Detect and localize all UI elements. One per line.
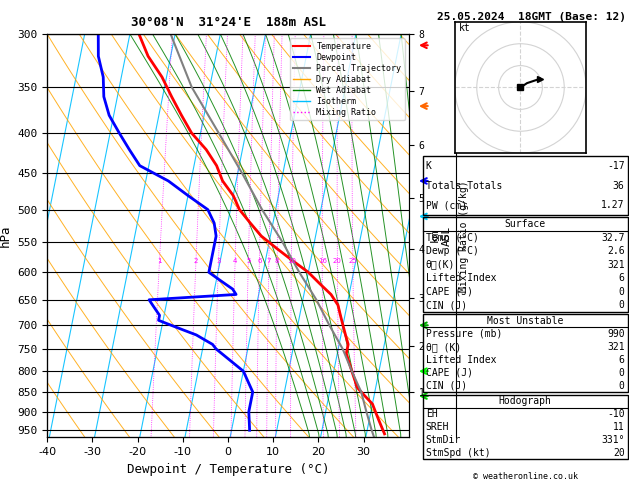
Text: 10: 10 <box>287 258 296 263</box>
Title: 30°08'N  31°24'E  188m ASL: 30°08'N 31°24'E 188m ASL <box>130 16 326 29</box>
Y-axis label: Mixing Ratio (g/kg): Mixing Ratio (g/kg) <box>459 180 469 292</box>
Text: StmDir: StmDir <box>426 435 461 445</box>
Text: 32.7: 32.7 <box>601 232 625 243</box>
Text: Totals Totals: Totals Totals <box>426 181 502 191</box>
Text: SREH: SREH <box>426 422 449 432</box>
Text: -10: -10 <box>607 409 625 419</box>
Text: 321: 321 <box>607 342 625 352</box>
Text: 331°: 331° <box>601 435 625 445</box>
Text: © weatheronline.co.uk: © weatheronline.co.uk <box>473 472 577 481</box>
Text: 8: 8 <box>275 258 279 263</box>
Legend: Temperature, Dewpoint, Parcel Trajectory, Dry Adiabat, Wet Adiabat, Isotherm, Mi: Temperature, Dewpoint, Parcel Trajectory… <box>290 38 404 121</box>
Text: Lifted Index: Lifted Index <box>426 273 496 283</box>
Text: Surface: Surface <box>504 219 546 229</box>
Text: 1.27: 1.27 <box>601 200 625 210</box>
Text: PW (cm): PW (cm) <box>426 200 467 210</box>
X-axis label: Dewpoint / Temperature (°C): Dewpoint / Temperature (°C) <box>127 463 329 476</box>
Text: 16: 16 <box>318 258 326 263</box>
Text: 6: 6 <box>619 273 625 283</box>
Text: EH: EH <box>426 409 438 419</box>
Text: 36: 36 <box>613 181 625 191</box>
Text: Pressure (mb): Pressure (mb) <box>426 329 502 339</box>
Text: 25: 25 <box>348 258 357 263</box>
Text: CAPE (J): CAPE (J) <box>426 368 473 378</box>
Text: Dewp (°C): Dewp (°C) <box>426 246 479 256</box>
Text: CIN (J): CIN (J) <box>426 381 467 391</box>
Text: -17: -17 <box>607 161 625 171</box>
Text: Most Unstable: Most Unstable <box>487 316 564 326</box>
Y-axis label: km
ASL: km ASL <box>430 226 452 246</box>
Text: 0: 0 <box>619 368 625 378</box>
Text: 20: 20 <box>613 448 625 458</box>
Text: CAPE (J): CAPE (J) <box>426 287 473 297</box>
Text: 6: 6 <box>257 258 262 263</box>
Text: 2.6: 2.6 <box>607 246 625 256</box>
Text: K: K <box>426 161 431 171</box>
Text: Temp (°C): Temp (°C) <box>426 232 479 243</box>
Text: 321: 321 <box>607 260 625 270</box>
Text: 11: 11 <box>613 422 625 432</box>
Text: 3: 3 <box>216 258 221 263</box>
Text: θᴄ(K): θᴄ(K) <box>426 260 455 270</box>
Text: θᴄ (K): θᴄ (K) <box>426 342 461 352</box>
Text: 0: 0 <box>619 381 625 391</box>
Text: Lifted Index: Lifted Index <box>426 355 496 365</box>
Text: Hodograph: Hodograph <box>499 396 552 406</box>
Text: 2: 2 <box>194 258 198 263</box>
Text: kt: kt <box>459 23 471 33</box>
Text: 7: 7 <box>267 258 271 263</box>
Text: 990: 990 <box>607 329 625 339</box>
Text: 0: 0 <box>619 287 625 297</box>
Text: 4: 4 <box>233 258 237 263</box>
Text: 0: 0 <box>619 300 625 310</box>
Text: StmSpd (kt): StmSpd (kt) <box>426 448 491 458</box>
Text: CIN (J): CIN (J) <box>426 300 467 310</box>
Y-axis label: hPa: hPa <box>0 225 12 247</box>
Text: 25.05.2024  18GMT (Base: 12): 25.05.2024 18GMT (Base: 12) <box>437 12 626 22</box>
Text: 5: 5 <box>246 258 250 263</box>
Text: 20: 20 <box>333 258 342 263</box>
Text: 1: 1 <box>157 258 162 263</box>
Text: 6: 6 <box>619 355 625 365</box>
